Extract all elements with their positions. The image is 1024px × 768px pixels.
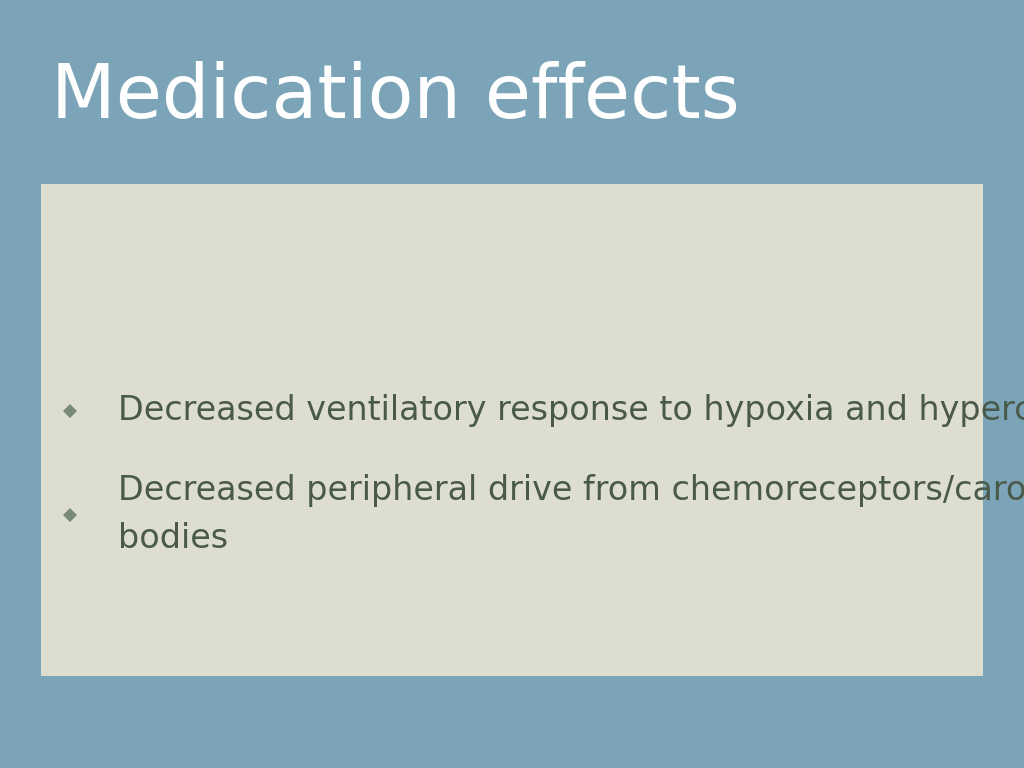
Text: Decreased peripheral drive from chemoreceptors/carotid
bodies: Decreased peripheral drive from chemorec… [118,474,1024,555]
Text: Medication effects: Medication effects [51,61,740,134]
FancyBboxPatch shape [41,184,983,676]
Text: Decreased ventilatory response to hypoxia and hypercapnia: Decreased ventilatory response to hypoxi… [118,395,1024,427]
